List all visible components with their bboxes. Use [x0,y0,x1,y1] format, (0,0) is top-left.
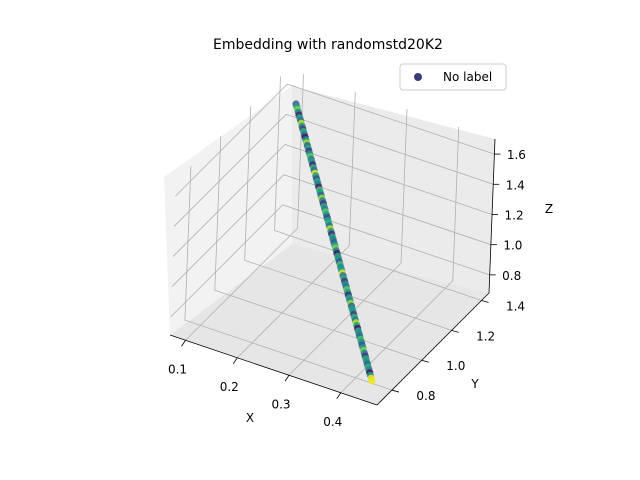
grid-lines [170,74,495,394]
y-tick-mark [451,329,459,333]
x-tick-label: 0.1 [168,362,187,376]
z-axis-line [488,138,496,294]
x-tick-mark [232,357,238,364]
z-tick-label: 1.4 [506,178,525,192]
z-tick-label: 1.0 [503,239,522,253]
y-gridline [274,76,482,301]
y-tick-mark [391,389,400,393]
y-tick-label: 0.8 [416,389,435,403]
z-tick-label: 1.2 [505,208,524,222]
y-tick-label: 1.2 [476,329,495,343]
x-gridline [288,109,408,376]
y-tick-mark [481,300,489,303]
x-tick-mark [336,392,342,399]
y-axis-line [376,292,490,406]
chart-title: Embedding with randomstd20K2 [213,37,443,53]
y-tick-label: 1.0 [446,359,465,373]
x-tick-mark [284,375,290,382]
z-gridline [172,144,493,257]
y-tick-mark [421,359,429,363]
z-gridline [170,204,490,318]
legend-label: No label [443,70,492,84]
z-axis-label: Z [545,202,553,216]
y-gridline [214,136,422,361]
legend: No label [399,63,507,91]
x-tick-label: 0.4 [323,415,342,429]
pane-floor [170,244,489,405]
y-gridline [184,166,393,391]
z-gridline [171,174,492,287]
y-gridline [244,106,452,331]
pane-back [292,86,495,293]
scatter-point [368,377,376,385]
x-tick-mark [181,340,186,347]
legend-box [399,63,507,91]
z-gridline [173,113,494,227]
x-axis-label: X [246,411,254,425]
x-gridline [236,91,356,359]
pane-left [164,86,292,335]
x-tick-label: 0.2 [220,380,239,394]
x-gridline [340,126,460,394]
scatter-points [292,100,376,385]
z-tick-label: 0.8 [502,269,521,283]
legend-marker [414,73,422,81]
axis-ticks: 0.1 0.2 0.3 0.4 0.8 1.0 1.2 1.4 0.8 1.0 1.2 1.4 1.6 [168,148,526,429]
z-tick-label: 1.6 [507,148,526,162]
y-tick-label: 1.4 [506,299,525,313]
x-tick-label: 0.3 [271,397,290,411]
y-axis-label: Y [470,377,479,391]
x-axis-line [169,334,378,406]
z-gridline [175,83,495,197]
